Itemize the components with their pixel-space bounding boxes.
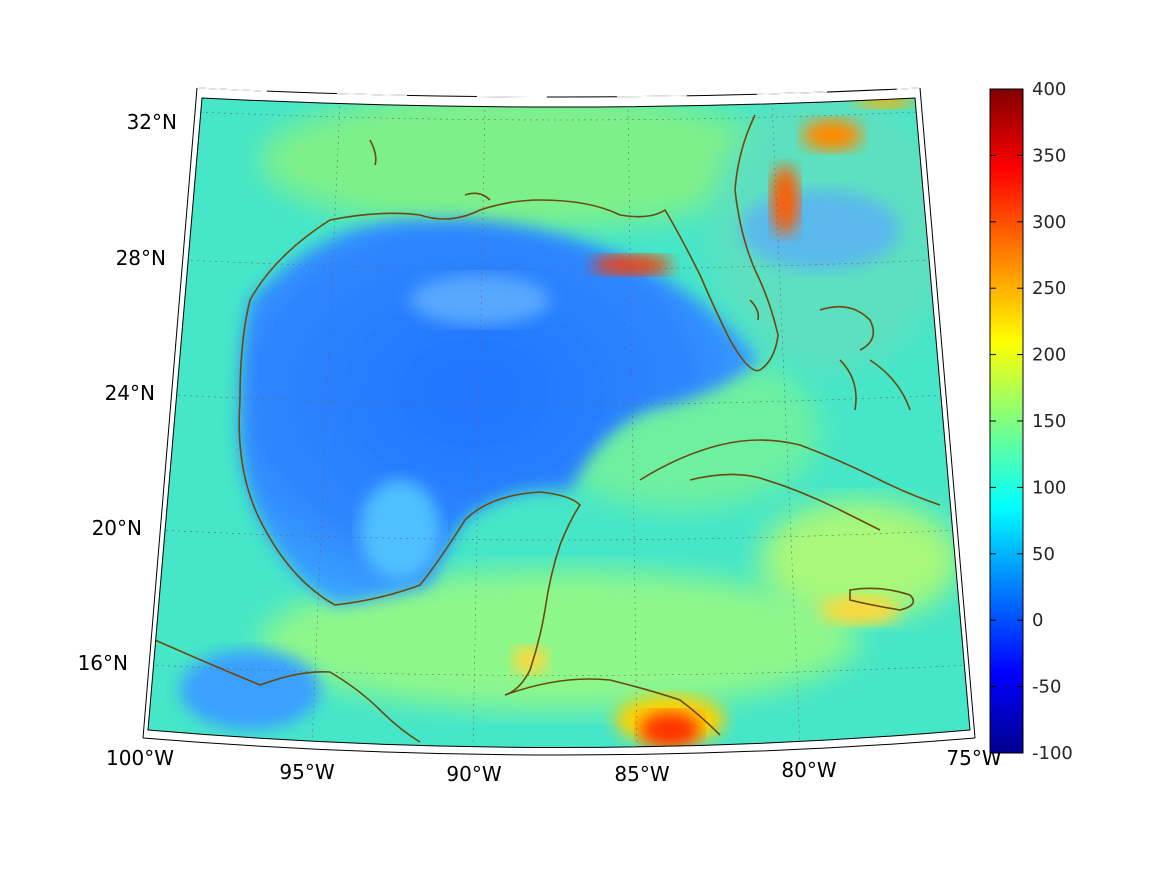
- lat-label-16n: 16°N: [78, 651, 128, 675]
- map-frame: [142, 87, 976, 756]
- colorbar-tick-label: -100: [1032, 743, 1073, 764]
- high-spot-gulf: [592, 255, 672, 275]
- colorbar-tick-label: 100: [1032, 477, 1066, 498]
- colorbar-tick-label: 150: [1032, 411, 1066, 432]
- lon-label-100w: 100°W: [106, 746, 174, 770]
- lat-label-20n: 20°N: [92, 516, 142, 540]
- colorbar-tick-label: 200: [1032, 345, 1066, 366]
- lon-label-85w: 85°W: [614, 762, 669, 786]
- high-spot-atlantic-1: [771, 165, 799, 235]
- latitude-labels: 16°N 20°N 24°N 28°N 32°N: [78, 110, 177, 675]
- lon-label-90w: 90°W: [446, 762, 501, 786]
- colorbar-tick-label: 300: [1032, 212, 1066, 233]
- high-spot-honduras: [640, 712, 700, 748]
- lon-label-95w: 95°W: [279, 760, 334, 784]
- lat-label-28n: 28°N: [116, 246, 166, 270]
- high-spot-atlantic-2: [802, 119, 862, 151]
- colorbar: 400 350 300 250 200 150 100 50 0 -50 -100: [989, 79, 1073, 764]
- colorbar-ticks: 400 350 300 250 200 150 100 50 0 -50 -100: [990, 79, 1073, 764]
- longitude-labels: 100°W 95°W 90°W 85°W 80°W 75°W: [106, 746, 1002, 786]
- colorbar-tick-label: 350: [1032, 145, 1066, 166]
- coastlines: [154, 114, 941, 743]
- colorbar-tick-label: -50: [1032, 677, 1061, 698]
- graticule: [149, 99, 970, 747]
- colorbar-tick-label: 0: [1032, 610, 1043, 631]
- colorbar-tick-label: 250: [1032, 278, 1066, 299]
- lat-label-24n: 24°N: [105, 381, 155, 405]
- data-field: [148, 98, 970, 748]
- colorbar-tick-label: 400: [1032, 79, 1066, 100]
- lat-label-32n: 32°N: [127, 110, 177, 134]
- colorbar-tick-label: 50: [1032, 544, 1055, 565]
- lon-label-80w: 80°W: [781, 758, 836, 782]
